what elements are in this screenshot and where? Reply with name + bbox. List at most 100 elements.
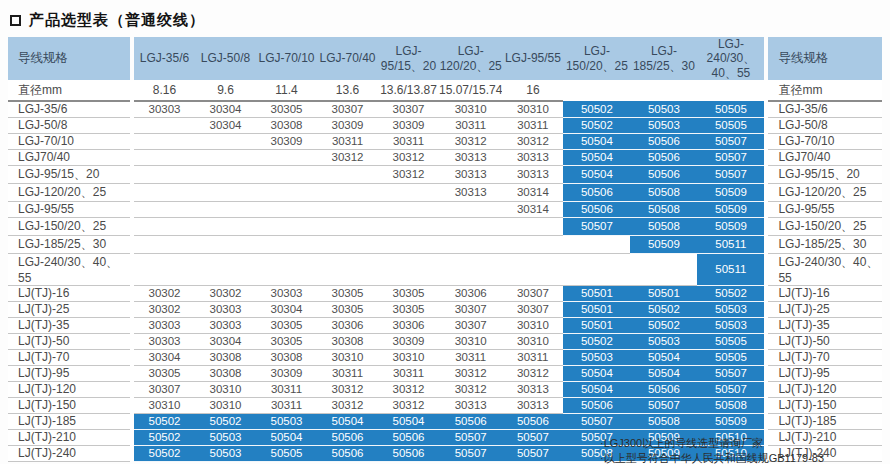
row-label-right: LGJ-95/55: [768, 201, 882, 217]
row-label-left: LJ(TJ)-25: [8, 301, 130, 317]
data-cell: 50502: [630, 301, 697, 317]
data-cell: 30312: [317, 149, 378, 165]
table-row: LJ(TJ)-185505025050250503505045050450506…: [8, 413, 882, 429]
data-cell: 50504: [256, 429, 317, 445]
data-cell: 30311: [317, 365, 378, 381]
page-title-bar: 产品选型表（普通绞线）: [0, 0, 890, 37]
column-header: LGJ-240/30、40、55: [697, 37, 764, 80]
data-cell: [134, 235, 195, 253]
data-cell: 30303: [134, 101, 195, 117]
column-header: LGJ-95/55: [502, 37, 563, 80]
data-cell: 50502: [134, 445, 195, 461]
diameter-value: 16: [502, 80, 563, 101]
data-cell: [502, 217, 563, 235]
data-cell: 30304: [134, 349, 195, 365]
row-label-right: LJ(TJ)-95: [768, 365, 882, 381]
data-cell: 30310: [195, 381, 256, 397]
data-cell: [317, 217, 378, 235]
data-cell: [317, 201, 378, 217]
data-cell: [378, 201, 439, 217]
table-row: LGJ-95/5530314505065050850509LGJ-95/55: [8, 201, 882, 217]
data-cell: [378, 253, 439, 285]
page-title: 产品选型表（普通绞线）: [29, 11, 205, 30]
row-label-left: LGJ-35/6: [8, 101, 130, 117]
data-cell: [439, 217, 502, 235]
row-label-right: LGJ-185/25、30: [768, 235, 882, 253]
data-cell: [378, 183, 439, 201]
data-cell: [134, 217, 195, 235]
data-cell: 50506: [317, 429, 378, 445]
row-label-right: LJ(TJ)-35: [768, 317, 882, 333]
data-cell: 50506: [630, 149, 697, 165]
diameter-value: [630, 80, 697, 101]
data-cell: 50501: [563, 301, 630, 317]
row-label-right: LGJ-120/20、25: [768, 183, 882, 201]
data-cell: 50501: [563, 317, 630, 333]
data-cell: 30304: [195, 333, 256, 349]
data-cell: 50503: [195, 445, 256, 461]
data-cell: [256, 183, 317, 201]
row-label-left: LJ(TJ)-150: [8, 397, 130, 413]
data-cell: 30311: [378, 365, 439, 381]
row-label-left: LJ(TJ)-210: [8, 429, 130, 445]
data-cell: [256, 201, 317, 217]
data-cell: [502, 235, 563, 253]
data-cell: 50504: [563, 165, 630, 183]
data-cell: [134, 133, 195, 149]
table-row: LGJ-70/103030930311303113031230312505045…: [8, 133, 882, 149]
column-header: LGJ-35/6: [134, 37, 195, 80]
data-cell: [256, 217, 317, 235]
data-cell: 30312: [502, 365, 563, 381]
column-header: LGJ-50/8: [195, 37, 256, 80]
data-cell: [134, 149, 195, 165]
column-header: LGJ-150/20、25: [563, 37, 630, 80]
data-cell: [256, 253, 317, 285]
data-cell: 50511: [697, 235, 764, 253]
data-cell: 30305: [256, 101, 317, 117]
row-label-right: LGJ-35/6: [768, 101, 882, 117]
data-cell: 30310: [195, 397, 256, 413]
data-cell: 50507: [697, 133, 764, 149]
row-label-right: LGJ-50/8: [768, 117, 882, 133]
data-cell: 30313: [502, 397, 563, 413]
column-header: LGJ-95/15、20: [378, 37, 439, 80]
data-cell: [317, 183, 378, 201]
data-cell: 30311: [378, 133, 439, 149]
data-cell: 30313: [502, 381, 563, 397]
data-cell: 50504: [630, 349, 697, 365]
data-cell: [134, 183, 195, 201]
data-cell: 50505: [256, 445, 317, 461]
data-cell: 50503: [630, 333, 697, 349]
data-cell: 50507: [502, 429, 563, 445]
footnote-line: ·以上型号符合中华人民共和国线规GB1179-83: [600, 451, 824, 464]
data-cell: [439, 253, 502, 285]
data-cell: 30311: [256, 397, 317, 413]
data-cell: 30305: [134, 365, 195, 381]
data-cell: 30313: [439, 183, 502, 201]
data-cell: 30311: [502, 349, 563, 365]
data-cell: 30310: [502, 101, 563, 117]
data-cell: 30308: [195, 349, 256, 365]
row-label-right: LJ(TJ)-185: [768, 413, 882, 429]
data-cell: 50507: [697, 365, 764, 381]
data-cell: [134, 201, 195, 217]
row-label-left: LJ(TJ)-95: [8, 365, 130, 381]
data-cell: 30311: [256, 381, 317, 397]
data-cell: 50503: [195, 429, 256, 445]
data-cell: [195, 149, 256, 165]
table-row: LJ(TJ)-120303073031030311303123031230312…: [8, 381, 882, 397]
data-cell: [134, 165, 195, 183]
data-cell: 30303: [134, 333, 195, 349]
data-cell: 30312: [378, 165, 439, 183]
data-cell: 50509: [630, 235, 697, 253]
data-cell: 30305: [378, 301, 439, 317]
header-row: 导线规格LGJ-35/6LGJ-50/8LGJ-70/10LGJ-70/40LG…: [8, 37, 882, 80]
row-label-left: LGJ-185/25、30: [8, 235, 130, 253]
data-cell: 30310: [502, 317, 563, 333]
data-cell: [317, 165, 378, 183]
data-cell: 30304: [256, 301, 317, 317]
footnote-line: ·LGJ300以上的导线选型请询厂家: [600, 436, 824, 451]
data-cell: 30312: [502, 133, 563, 149]
diameter-value: 8.16: [134, 80, 195, 101]
row-label-left: LGJ-50/8: [8, 117, 130, 133]
